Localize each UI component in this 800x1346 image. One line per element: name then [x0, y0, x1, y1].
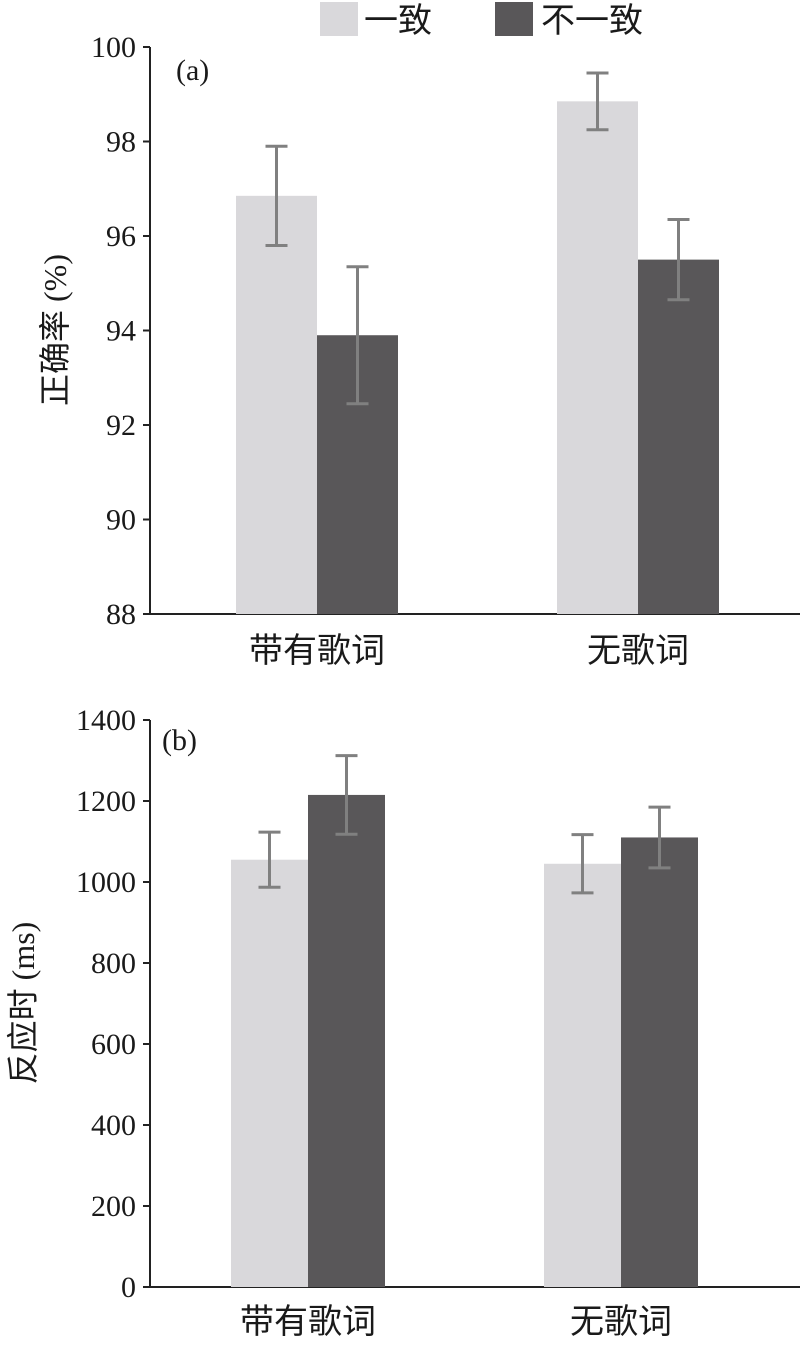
panel-a-bars: [236, 71, 719, 614]
panel-b-y-tick-label: 1000: [76, 866, 136, 899]
panel-a-error-bar: [667, 217, 690, 302]
panel-b-category-label: 无歌词: [570, 1303, 672, 1341]
panel-b-bars: [231, 754, 698, 1287]
panel-a-axes: 88 90 92 94 96 98 100 带有歌词 无歌词: [91, 31, 800, 670]
panel-b-error-bar: [335, 754, 358, 836]
panel-accuracy: (a) 正确率 (%) 88 90 92 94 96 98 100 带有歌词 无歌词: [37, 31, 800, 670]
legend-label-consistent: 一致: [364, 2, 432, 40]
panel-b-y-tick-label: 0: [121, 1271, 136, 1304]
panel-a-category-label: 带有歌词: [249, 632, 385, 670]
panel-b-error-bar: [648, 805, 671, 870]
panel-a-y-tick-label: 90: [106, 504, 136, 537]
panel-a-y-tick-label: 96: [106, 220, 136, 253]
panel-a-y-tick-label: 88: [106, 598, 136, 631]
panel-b-error-bar: [258, 830, 281, 889]
panel-b-y-tick-label: 600: [91, 1028, 136, 1061]
panel-reaction-time: (b) 反应时 (ms) 0 200 400 600 800 1000 1200 1400 带有…: [5, 704, 800, 1341]
panel-b-y-tick-label: 1400: [76, 704, 136, 737]
panel-b-y-tick-label: 1200: [76, 785, 136, 818]
panel-b-y-tick-label: 200: [91, 1190, 136, 1223]
panel-a-bar-inconsistent: [638, 259, 719, 614]
legend-swatch-inconsistent: [495, 2, 533, 36]
panel-b-label: (b): [162, 724, 197, 757]
panel-b-bar-inconsistent: [308, 794, 385, 1287]
panel-b-error-bar: [571, 833, 594, 895]
panel-a-y-tick-label: 98: [106, 126, 136, 159]
legend-label-inconsistent: 不一致: [541, 2, 643, 40]
panel-a-category-label: 无歌词: [587, 632, 689, 670]
panel-b-y-tick-label: 800: [91, 947, 136, 980]
legend: 一致 不一致: [320, 2, 643, 40]
panel-a-y-tick-label: 94: [106, 315, 136, 348]
panel-a-error-bar: [346, 265, 369, 406]
panel-a-bar-consistent: [557, 101, 638, 614]
panel-b-axes: 0 200 400 600 800 1000 1200 1400 带有歌词 无歌词: [76, 704, 800, 1341]
panel-b-y-axis-title: 反应时 (ms): [5, 922, 41, 1085]
panel-a-y-tick-label: 100: [91, 31, 136, 64]
panel-b-y-tick-label: 400: [91, 1109, 136, 1142]
panel-b-bar-consistent: [231, 859, 308, 1287]
panel-b-bar-consistent: [544, 863, 621, 1287]
panel-b-bar-inconsistent: [621, 837, 698, 1287]
panel-b-category-label: 带有歌词: [240, 1303, 376, 1341]
panel-a-error-bar: [265, 144, 288, 247]
panel-a-label: (a): [176, 54, 209, 87]
panel-a-error-bar: [586, 71, 609, 132]
panel-a-y-tick-label: 92: [106, 409, 136, 442]
panel-a-bar-consistent: [236, 195, 317, 614]
panel-a-y-axis-title: 正确率 (%): [37, 254, 73, 406]
legend-swatch-consistent: [320, 2, 358, 36]
